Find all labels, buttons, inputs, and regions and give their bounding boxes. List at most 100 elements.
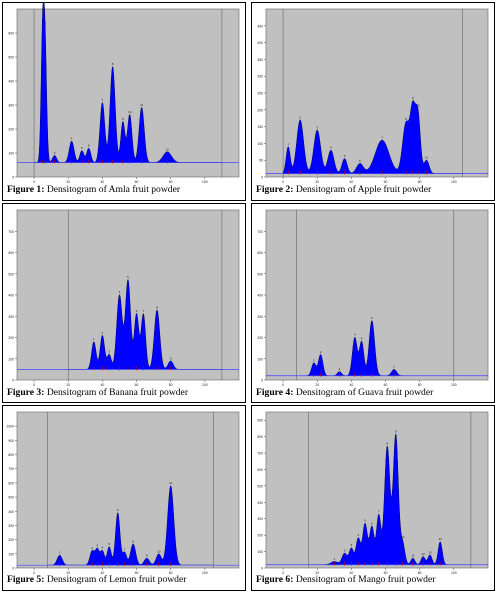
figure-1-label: Figure 1: — [7, 184, 45, 195]
peak-label: 1 — [287, 142, 289, 146]
peak-label: 10 — [401, 535, 405, 539]
x-tick-label: 60 — [135, 180, 139, 184]
y-tick-label: 100 — [257, 550, 263, 554]
figure-1-panel: 0 100 200 300 400 500 600 0 20 40 60 80 100 1 2 3 4 5 6 7 8 9… — [2, 2, 246, 201]
y-tick-label: 0 — [261, 567, 263, 571]
x-tick-label: 100 — [451, 383, 457, 387]
peak-label: 8 — [386, 441, 388, 445]
peak-label: 14 — [439, 537, 443, 541]
figure-5-densitogram: 0 100 200 300 400 500 600 700 800 900 1000 0 20 40 60 8… — [6, 411, 240, 575]
figure-3-panel: 0 100 200 300 400 500 600 700 0 20 40 60 80 100 1 2 3 4 5 6… — [2, 203, 246, 403]
y-tick-label: 900 — [8, 439, 14, 443]
peak-label: 4 — [330, 146, 332, 150]
x-tick-label: 40 — [349, 571, 353, 575]
y-tick-label: 700 — [8, 230, 14, 234]
peak-label: 3 — [316, 125, 318, 129]
y-tick-label: 200 — [8, 336, 14, 340]
figure-4-densitogram: 0 100 200 300 400 500 600 700 0 20 40 60 80 100 1 2 3 4 5 6… — [257, 209, 489, 387]
x-tick-label: 60 — [135, 383, 139, 387]
peak-label: 7 — [381, 136, 383, 140]
x-tick-label: 40 — [100, 383, 104, 387]
y-tick-label: 400 — [257, 294, 263, 298]
x-tick-label: 0 — [282, 383, 284, 387]
figure-4-text: Densitogram of Guava fruit powder — [295, 387, 434, 398]
y-tick-label: 500 — [8, 496, 14, 500]
peak-label: 2 — [320, 350, 322, 354]
peak-label: 8 — [405, 117, 407, 121]
figure-2-label: Figure 2: — [256, 184, 294, 195]
peak-label: 4 — [102, 546, 104, 550]
peak-label: 4 — [119, 290, 121, 294]
peak-label: 11 — [411, 554, 414, 558]
y-tick-label: 200 — [8, 128, 14, 132]
figure-4-caption: Figure 4: Densitogram of Guava fruit pow… — [256, 387, 433, 398]
peak-label: 5 — [127, 275, 129, 279]
peak-label: 3 — [96, 543, 98, 547]
peak-label: 4 — [354, 333, 356, 337]
peak-label: 5 — [344, 154, 346, 158]
peak-label: 1 — [42, 7, 44, 11]
y-tick-label: 150 — [257, 125, 263, 129]
plot-area — [16, 411, 240, 569]
peak-label: 12 — [166, 147, 170, 151]
y-tick-label: 300 — [8, 315, 14, 319]
y-tick-label: 50 — [259, 159, 263, 163]
peak-label: 2 — [44, 21, 46, 25]
x-tick-label: 80 — [169, 571, 173, 575]
peak-label: 5 — [81, 146, 83, 150]
y-tick-label: 0 — [12, 176, 14, 180]
y-tick-label: 500 — [257, 272, 263, 276]
figure-3-label: Figure 3: — [7, 387, 45, 398]
peak-label: 1 — [333, 557, 335, 561]
peak-label: 7 — [143, 309, 145, 313]
peak-label: 2 — [299, 115, 301, 119]
x-tick-label: 80 — [169, 383, 173, 387]
y-tick-label: 600 — [257, 251, 263, 255]
x-tick-label: 20 — [66, 571, 70, 575]
x-tick-label: 100 — [202, 383, 208, 387]
peak-label: 8 — [132, 539, 134, 543]
y-tick-label: 100 — [257, 142, 263, 146]
peak-label: 7 — [102, 98, 104, 102]
figure-6-caption: Figure 6: Densitogram of Mango fruit pow… — [256, 574, 435, 585]
peak-label: 1 — [93, 337, 95, 341]
x-tick-label: 40 — [100, 571, 104, 575]
peak-label: 12 — [421, 552, 425, 556]
peak-label: 1 — [59, 551, 61, 555]
peak-label: 5 — [364, 519, 366, 523]
y-tick-label: 1000 — [6, 425, 14, 429]
peak-label: 5 — [361, 337, 363, 341]
peak-label: 5 — [108, 542, 110, 546]
peak-label: 9 — [412, 96, 414, 100]
figure-6-densitogram: 0 100 200 300 400 500 600 700 800 900 0 20 40 60 80 100… — [257, 411, 489, 575]
x-tick-label: 20 — [315, 383, 319, 387]
peak-label: 9 — [395, 429, 397, 433]
y-tick-label: 0 — [12, 379, 14, 383]
figure-5-panel: 0 100 200 300 400 500 600 700 800 900 1000 0 20 40 60 8… — [2, 405, 246, 591]
x-tick-label: 60 — [384, 571, 388, 575]
y-tick-label: 300 — [257, 517, 263, 521]
y-tick-label: 100 — [8, 152, 14, 156]
figure-1-caption: Figure 1: Densitogram of Amla fruit powd… — [7, 184, 180, 195]
x-tick-label: 60 — [384, 383, 388, 387]
peak-label: 11 — [140, 103, 143, 107]
figure-4-label: Figure 4: — [256, 387, 294, 398]
peak-label: 11 — [425, 156, 428, 160]
y-tick-label: 400 — [8, 80, 14, 84]
x-tick-label: 0 — [33, 571, 35, 575]
figure-4-panel: 0 100 200 300 400 500 600 700 0 20 40 60 80 100 1 2 3 4 5 6… — [251, 203, 495, 403]
x-tick-label: 0 — [33, 383, 35, 387]
y-tick-label: 500 — [8, 56, 14, 60]
x-tick-label: 80 — [418, 180, 422, 184]
y-tick-label: 450 — [257, 24, 263, 28]
peak-label: 7 — [124, 547, 126, 551]
peak-label: 8 — [112, 62, 114, 66]
peak-label: 3 — [351, 543, 353, 547]
figure-2-caption: Figure 2: Densitogram of Apple fruit pow… — [256, 184, 431, 195]
figure-3-text: Densitogram of Banana fruit powder — [46, 387, 189, 398]
y-tick-label: 600 — [8, 32, 14, 36]
x-tick-label: 100 — [202, 571, 208, 575]
x-tick-label: 100 — [202, 180, 208, 184]
y-tick-label: 0 — [261, 176, 263, 180]
peak-label: 8 — [156, 305, 158, 309]
